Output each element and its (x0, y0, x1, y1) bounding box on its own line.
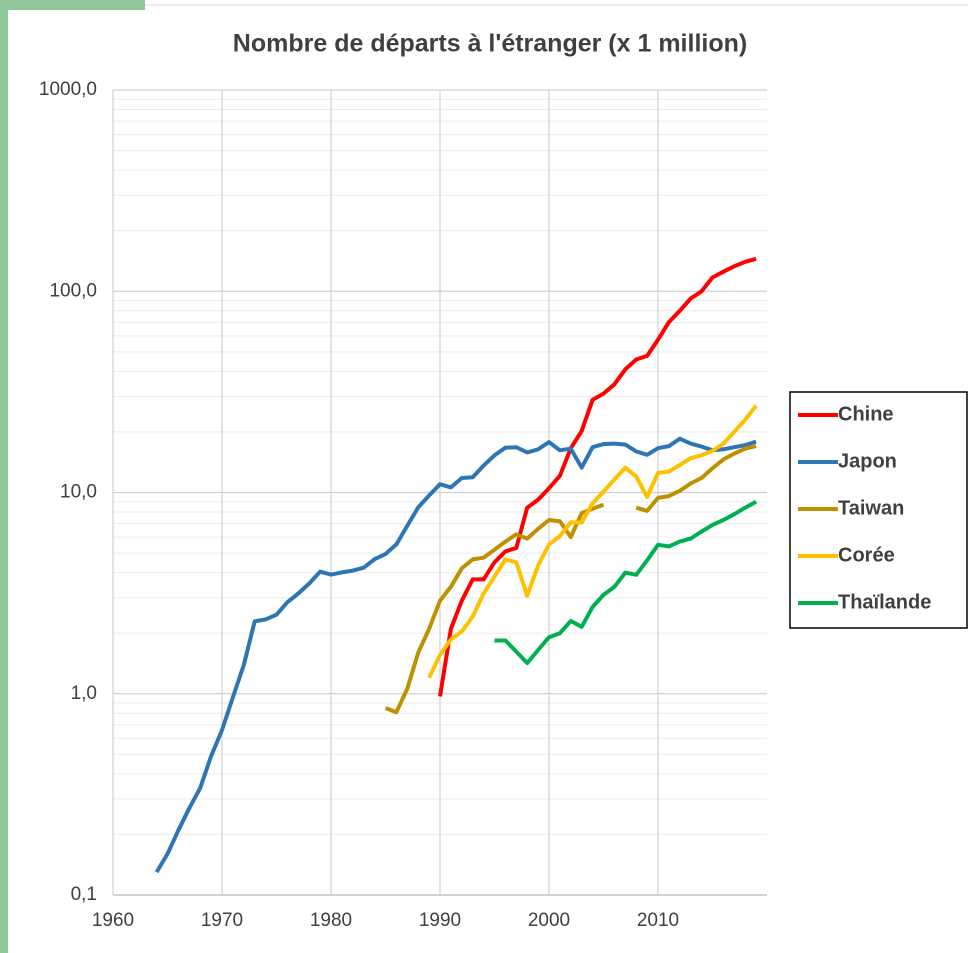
series-line (427, 404, 758, 679)
x-tick-label: 1960 (92, 910, 134, 931)
legend-label: Thaïlande (838, 591, 931, 613)
x-tick-label: 1980 (310, 910, 352, 931)
y-tick-label: 0,1 (71, 884, 97, 905)
y-tick-label: 10,0 (60, 482, 97, 503)
legend-label: Chine (838, 403, 894, 425)
series-line (438, 256, 757, 697)
y-tick-label: 1,0 (71, 683, 97, 704)
legend-label: Corée (838, 544, 895, 566)
x-tick-label: 2010 (637, 910, 679, 931)
side-stripe (0, 0, 8, 953)
y-tick-label: 100,0 (49, 280, 97, 301)
series-line (494, 499, 758, 666)
top-stripe (0, 0, 145, 10)
legend-label: Taiwan (838, 497, 904, 519)
chart-title: Nombre de départs à l'étranger (x 1 mill… (233, 30, 747, 58)
x-tick-label: 1990 (419, 910, 461, 931)
x-tick-label: 1970 (201, 910, 243, 931)
legend-label: Japon (838, 450, 897, 472)
series-line (154, 436, 757, 874)
series-line (384, 444, 757, 715)
y-tick-label: 1000,0 (39, 79, 97, 100)
x-tick-label: 2000 (528, 910, 570, 931)
